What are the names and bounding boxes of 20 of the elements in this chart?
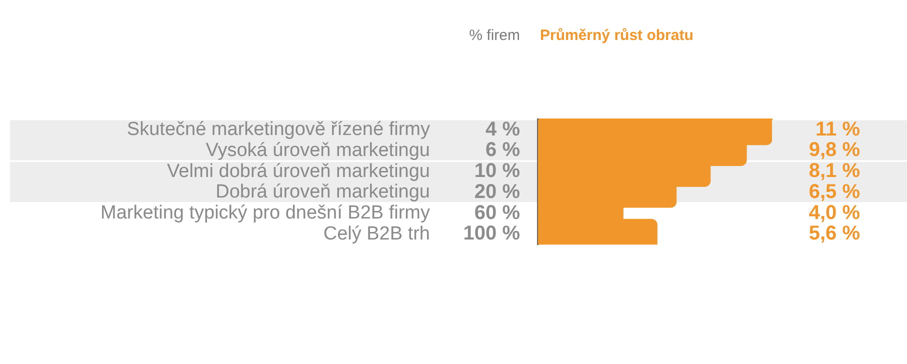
- y-tick-label: Velmi dobrá úroveň marketingu: [167, 160, 430, 182]
- text: 6 %: [486, 139, 520, 162]
- y-tick-label: Skutečné marketingově řízené firmy: [126, 119, 430, 140]
- data-label: 4,0 %: [808, 202, 860, 224]
- data-label: 6,5 %: [808, 180, 860, 203]
- data-label: 9,8 %: [808, 139, 860, 162]
- y-tick-label: Dobrá úroveň marketingu: [216, 182, 430, 203]
- y-tick-label: Celý B2B trh: [323, 223, 430, 244]
- text: 10 %: [474, 160, 520, 182]
- data-label: 11 %: [816, 118, 860, 140]
- y-tick-label: Marketing typický pro dnešní B2B firmy: [100, 202, 430, 224]
- text: 60 %: [474, 202, 520, 224]
- data-label: 5,6 %: [808, 222, 860, 245]
- text: % firem: [469, 27, 520, 44]
- text: 4 %: [486, 118, 520, 140]
- text: 20 %: [474, 180, 520, 203]
- chart-title: Průměrný růst obratu: [540, 27, 694, 44]
- y-tick-label: Vysoká úroveň marketingu: [206, 140, 430, 161]
- text: 100 %: [463, 222, 520, 245]
- data-label: 8,1 %: [808, 160, 860, 182]
